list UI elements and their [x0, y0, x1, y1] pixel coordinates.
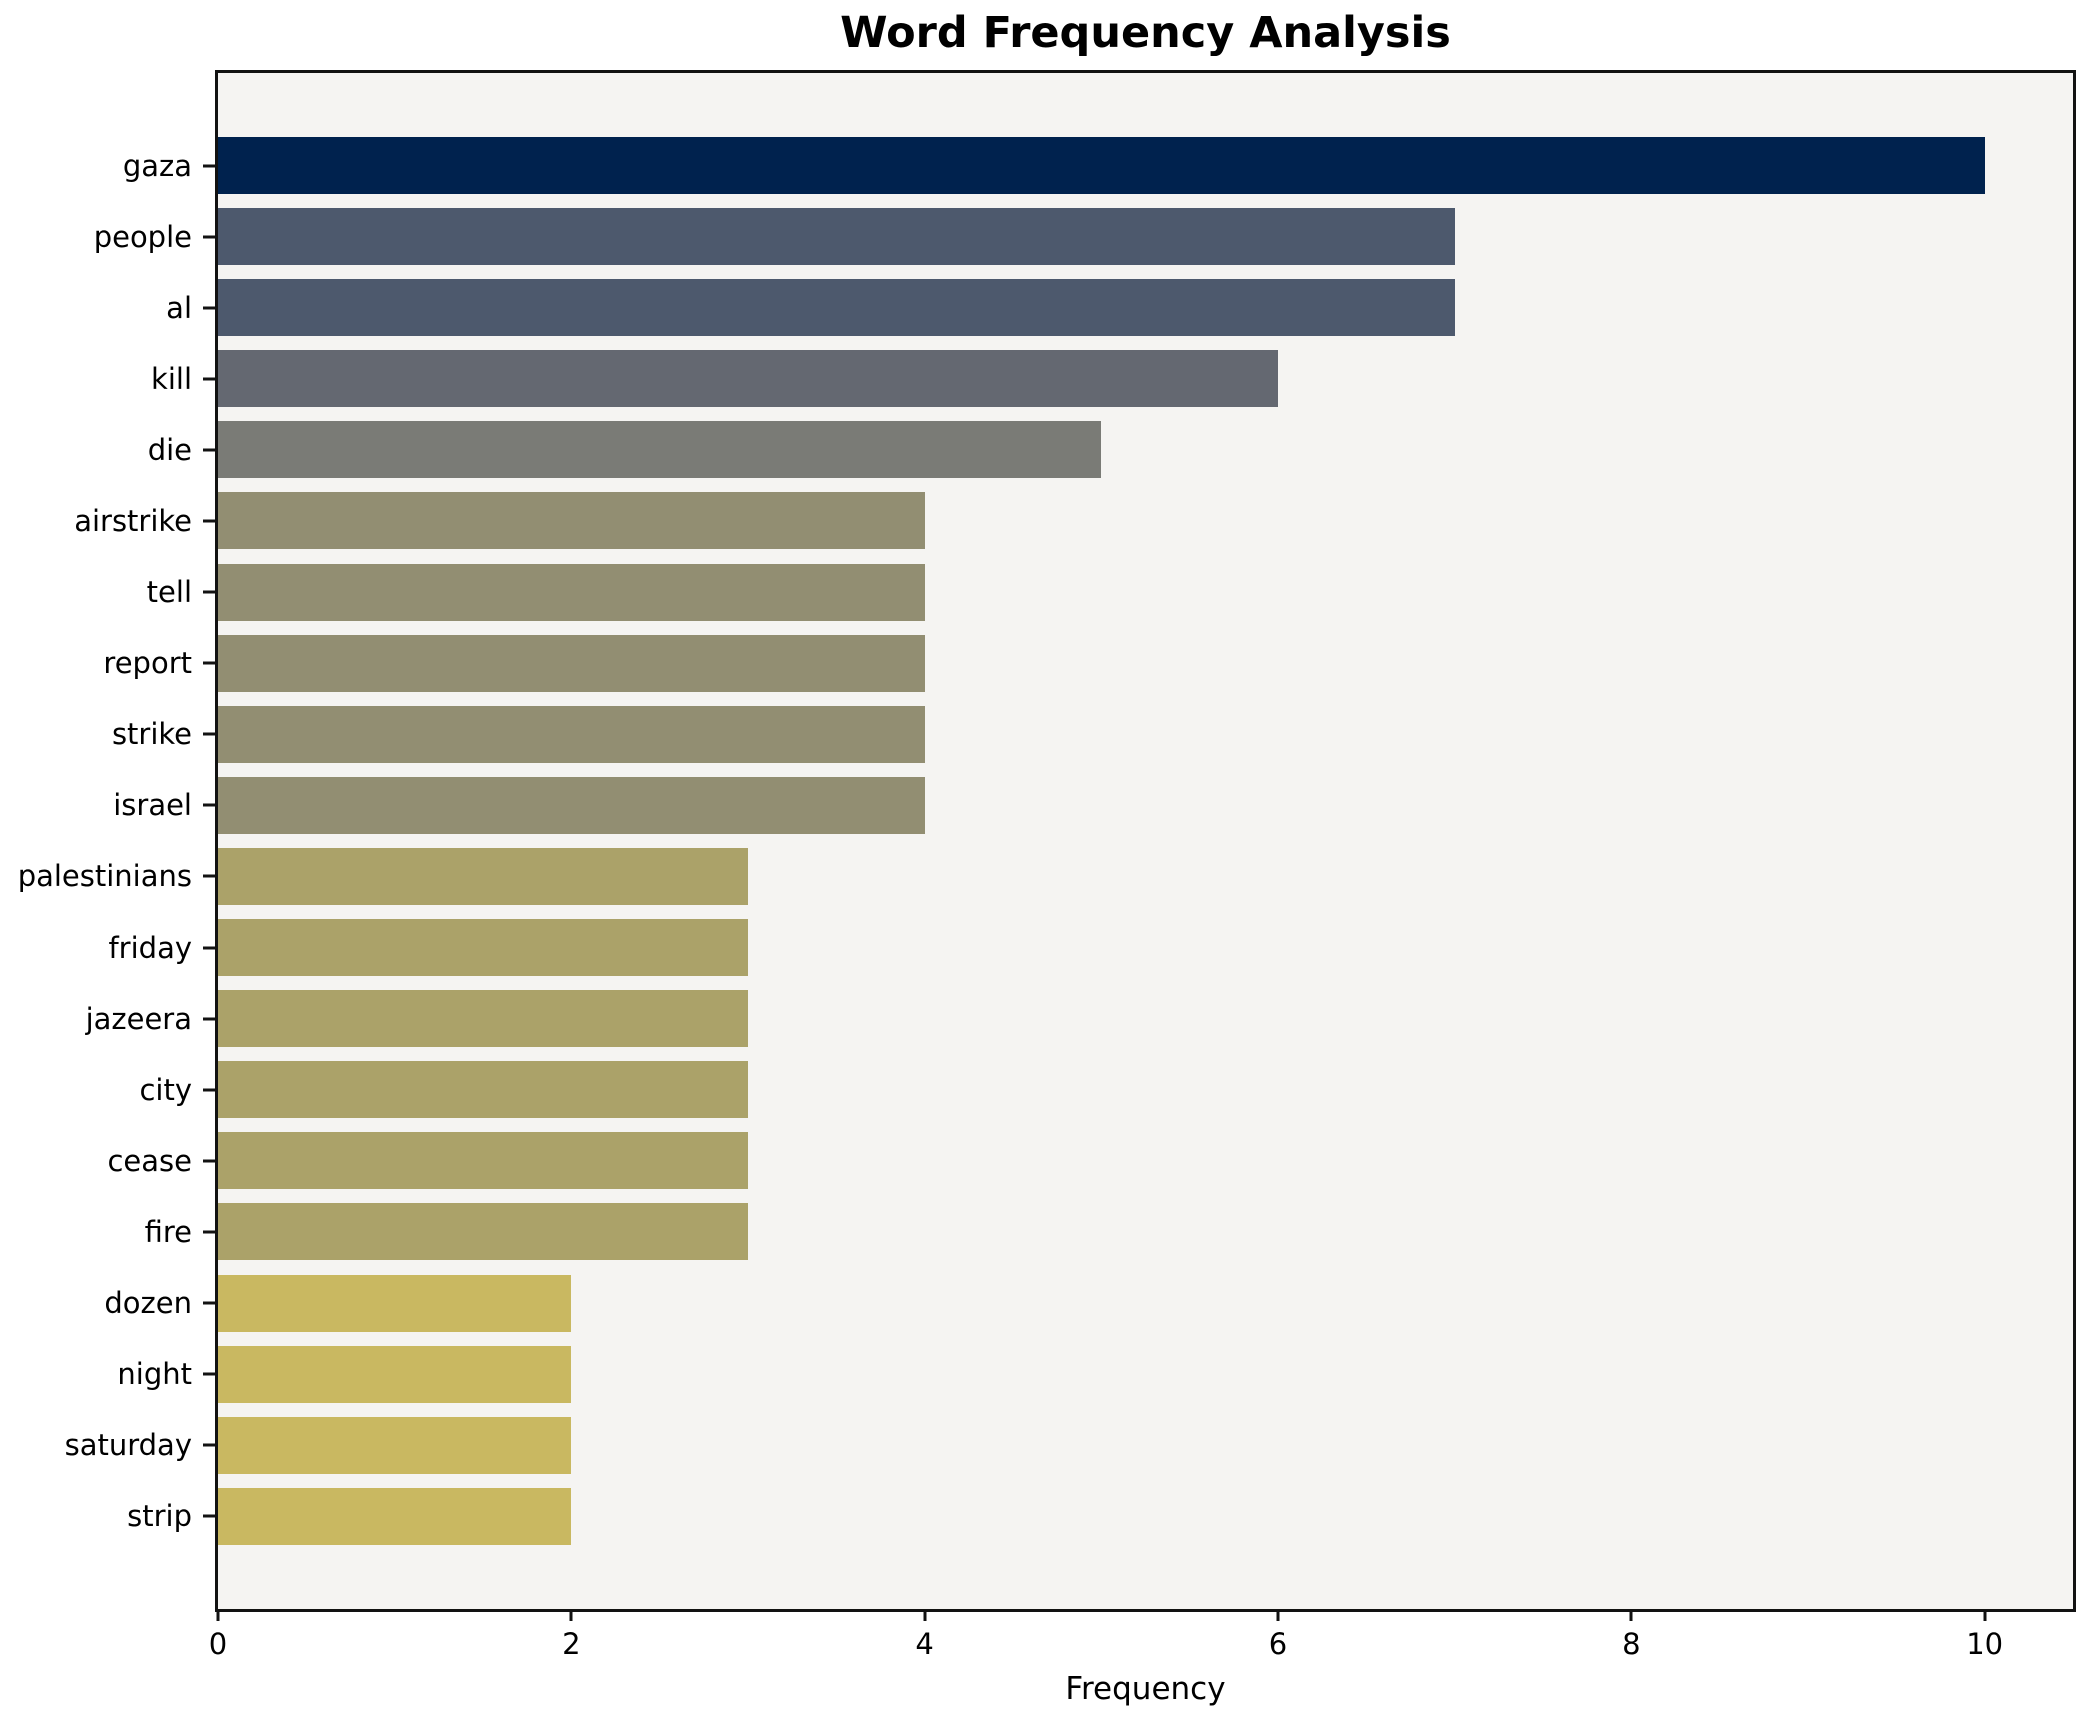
y-tick-mark: [203, 519, 215, 523]
frequency-bar: [218, 1345, 572, 1403]
y-tick-mark: [203, 448, 215, 452]
y-tick-mark: [203, 803, 215, 807]
y-tick-mark: [203, 1372, 215, 1376]
x-tick-mark: [1276, 1609, 1280, 1621]
x-tick-mark: [216, 1609, 220, 1621]
y-tick-mark: [203, 1443, 215, 1447]
frequency-bar: [218, 492, 925, 550]
bar-row: israel: [113, 776, 2073, 834]
bar-row: report: [103, 634, 2073, 692]
y-category-label: people: [93, 219, 192, 254]
y-tick-mark: [203, 874, 215, 878]
frequency-bar: [218, 634, 925, 692]
y-tick-mark: [203, 1017, 215, 1021]
bar-row: al: [166, 279, 2073, 337]
y-tick-mark: [203, 1159, 215, 1163]
bar-row: saturday: [65, 1416, 2073, 1474]
x-tick-label: 8: [1622, 1627, 1641, 1661]
y-tick-mark: [203, 164, 215, 167]
frequency-bar: [218, 705, 925, 763]
y-category-label: cease: [107, 1143, 192, 1178]
frequency-bar: [218, 1203, 748, 1261]
bar-row: die: [148, 421, 2073, 479]
y-category-label: fire: [144, 1214, 192, 1249]
x-tick-mark: [1629, 1609, 1633, 1621]
y-tick-mark: [203, 1514, 215, 1518]
y-category-label: airstrike: [74, 503, 192, 538]
bar-row: strip: [127, 1487, 2073, 1545]
frequency-bar: [218, 990, 748, 1048]
bar-row: night: [117, 1345, 2073, 1403]
x-tick-mark: [1983, 1609, 1987, 1621]
y-category-label: palestinians: [17, 859, 192, 894]
frequency-bar: [218, 1416, 572, 1474]
y-tick-mark: [203, 377, 215, 381]
y-tick-mark: [203, 1230, 215, 1234]
chart-title: Word Frequency Analysis: [840, 8, 1451, 58]
bar-row: tell: [147, 563, 2073, 621]
y-category-label: dozen: [104, 1286, 192, 1320]
frequency-bar: [218, 208, 1455, 266]
bar-row: gaza: [123, 137, 2073, 194]
y-tick-mark: [203, 306, 215, 310]
x-tick-label: 0: [208, 1627, 228, 1661]
frequency-bar: [218, 1132, 748, 1190]
y-category-label: gaza: [122, 148, 192, 183]
bar-row: dozen: [104, 1274, 2073, 1332]
bar-row: friday: [108, 919, 2073, 977]
y-category-label: strip: [127, 1499, 192, 1534]
y-tick-mark: [203, 732, 215, 736]
bar-row: city: [139, 1061, 2073, 1119]
bar-row: fire: [145, 1203, 2073, 1261]
x-tick-mark: [923, 1609, 927, 1621]
x-tick-mark: [569, 1609, 573, 1621]
bar-row: strike: [112, 705, 2073, 763]
bar-row: kill: [151, 350, 2073, 408]
y-category-label: strike: [111, 717, 192, 752]
y-category-label: die: [147, 432, 192, 467]
x-tick-label: 6: [1268, 1627, 1288, 1661]
frequency-bar: [218, 919, 748, 977]
y-category-label: friday: [108, 930, 192, 965]
frequency-bar: [218, 563, 925, 621]
x-tick-label: 2: [562, 1627, 581, 1661]
y-category-label: kill: [151, 361, 192, 396]
y-category-label: report: [103, 646, 192, 681]
y-category-label: city: [139, 1072, 192, 1107]
frequency-bar: [218, 1274, 572, 1332]
bar-rows: gaza people al kill die airstrike tell report st…: [18, 73, 2073, 1609]
y-tick-mark: [203, 590, 215, 594]
y-tick-mark: [203, 1301, 215, 1305]
y-tick-mark: [203, 235, 215, 239]
y-tick-mark: [203, 1088, 215, 1092]
y-category-label: saturday: [64, 1428, 192, 1463]
frequency-bar: [218, 776, 925, 834]
x-axis-label: Frequency: [1065, 1671, 1226, 1707]
y-tick-mark: [203, 661, 215, 665]
y-tick-mark: [203, 946, 215, 950]
frequency-bar: [218, 137, 1985, 194]
frequency-bar: [218, 1061, 748, 1119]
plot-area: gaza people al kill die airstrike tell report st…: [18, 70, 2076, 1612]
y-category-label: jazeera: [85, 1001, 192, 1036]
bar-row: people: [94, 208, 2073, 266]
frequency-bar: [218, 421, 1102, 479]
y-category-label: tell: [146, 575, 192, 610]
frequency-bar: [218, 350, 1278, 408]
y-category-label: israel: [113, 788, 192, 823]
frequency-bar: [218, 1487, 572, 1545]
x-tick-label: 4: [915, 1627, 934, 1661]
bar-row: jazeera: [86, 990, 2073, 1048]
bar-row: cease: [107, 1132, 2073, 1190]
bar-row: airstrike: [74, 492, 2073, 550]
x-tick-label: 10: [1966, 1627, 2004, 1661]
y-category-label: night: [117, 1357, 192, 1392]
x-axis: 0 2 4 6 8 10: [209, 1609, 2073, 1709]
bar-row: palestinians: [18, 847, 2073, 905]
frequency-bar: [218, 279, 1455, 337]
y-category-label: al: [166, 290, 192, 325]
frequency-bar: [218, 847, 748, 905]
